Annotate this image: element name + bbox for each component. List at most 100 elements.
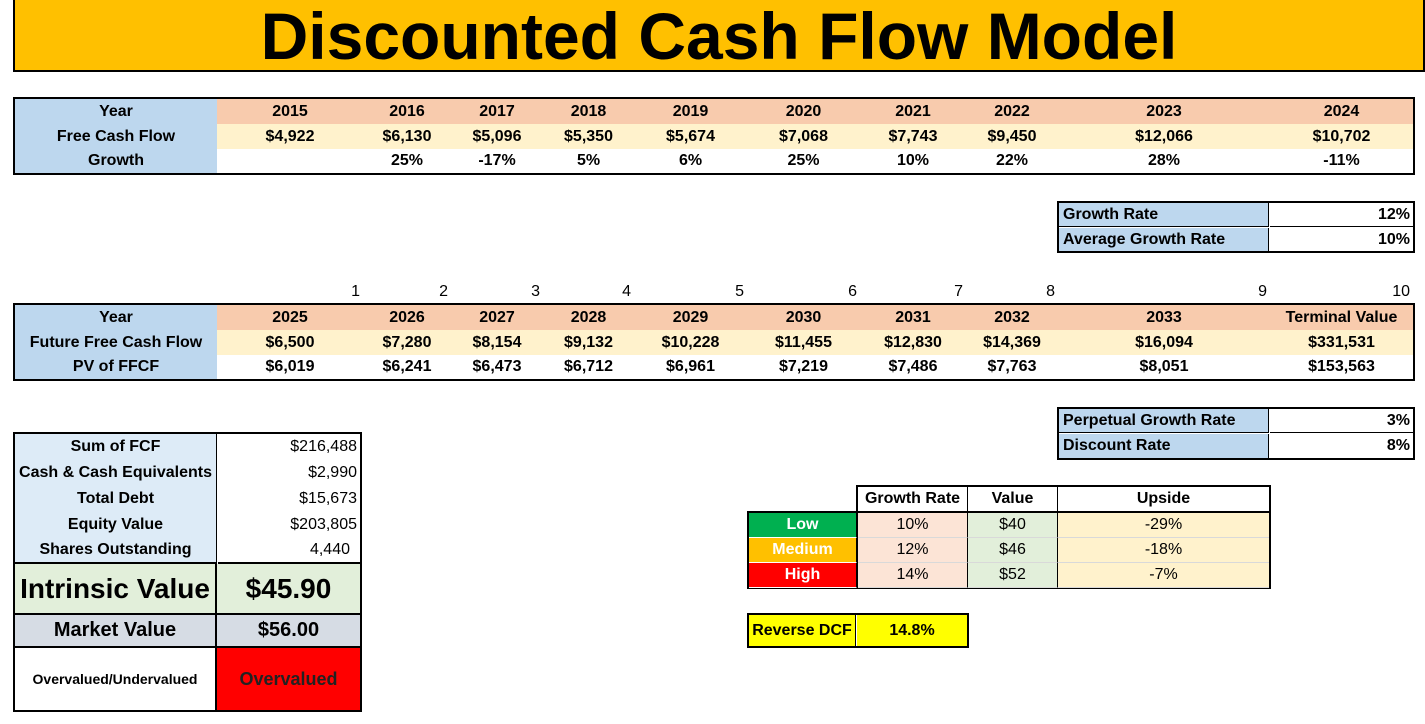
discount-rate-value[interactable]: 8% bbox=[1386, 437, 1410, 454]
proj-year-cell: 2031 bbox=[860, 305, 966, 330]
proj-ffcf-cell: $331,531 bbox=[1270, 330, 1413, 355]
scenario-upside: -7% bbox=[1058, 563, 1269, 588]
period-number: 6 bbox=[848, 283, 857, 300]
cash-value: $2,990 bbox=[308, 464, 357, 481]
hist-fcf-cell: $6,130 bbox=[363, 124, 451, 149]
scenario-upside: -18% bbox=[1058, 538, 1269, 563]
period-number: 2 bbox=[439, 283, 448, 300]
scenario-value: $40 bbox=[968, 513, 1058, 538]
hist-fcf-cell: $5,674 bbox=[634, 124, 747, 149]
page-title: Discounted Cash Flow Model bbox=[260, 0, 1178, 73]
proj-year-cell: 2029 bbox=[634, 305, 747, 330]
valuation-status-badge: Overvalued bbox=[217, 648, 360, 710]
market-value-label: Market Value bbox=[15, 615, 217, 648]
proj-ffcf-cell: $6,500 bbox=[217, 330, 363, 355]
scenario-name: Medium bbox=[749, 538, 857, 563]
hist-year-cell: 2017 bbox=[451, 99, 543, 124]
proj-pv-cell: $8,051 bbox=[1139, 358, 1189, 375]
hist-year-cell: 2023 bbox=[1058, 99, 1270, 124]
proj-ffcf-label: Future Free Cash Flow bbox=[15, 330, 217, 355]
discount-rate-label: Discount Rate bbox=[1059, 434, 1269, 458]
proj-year-cell: Terminal Value bbox=[1270, 305, 1413, 330]
hist-fcf-cell: $7,743 bbox=[860, 124, 966, 149]
total-debt-value: $15,673 bbox=[299, 490, 357, 507]
proj-year-cell: 2025 bbox=[217, 305, 363, 330]
hist-fcf-cell: $5,096 bbox=[451, 124, 543, 149]
growth-rate-value[interactable]: 12% bbox=[1270, 203, 1413, 227]
period-number: 7 bbox=[954, 283, 963, 300]
perpetual-growth-label: Perpetual Growth Rate bbox=[1059, 409, 1269, 433]
hist-year-cell: 2019 bbox=[634, 99, 747, 124]
hist-year-label: Year bbox=[15, 99, 217, 124]
proj-year-cell: 2033 bbox=[1058, 305, 1270, 330]
total-debt-label: Total Debt bbox=[15, 486, 217, 512]
average-growth-label: Average Growth Rate bbox=[1059, 228, 1269, 251]
equity-value-label: Equity Value bbox=[15, 512, 217, 538]
hist-fcf-label: Free Cash Flow bbox=[15, 124, 217, 149]
proj-pv-cell: $6,241 bbox=[382, 358, 432, 375]
proj-ffcf-cell: $12,830 bbox=[860, 330, 966, 355]
hist-fcf-cell: $7,068 bbox=[747, 124, 860, 149]
hist-growth-cell: 6% bbox=[678, 152, 703, 169]
sum-fcf-value: $216,488 bbox=[290, 438, 357, 455]
proj-ffcf-cell: $11,455 bbox=[747, 330, 860, 355]
title-banner bbox=[13, 0, 1425, 72]
perpetual-growth-value[interactable]: 3% bbox=[1270, 409, 1413, 433]
hist-growth-cell: -17% bbox=[478, 152, 516, 169]
hist-year-cell: 2015 bbox=[217, 99, 363, 124]
hist-growth-cell: 22% bbox=[995, 152, 1029, 169]
proj-ffcf-cell: $7,280 bbox=[363, 330, 451, 355]
proj-year-cell: 2032 bbox=[966, 305, 1058, 330]
period-number: 5 bbox=[735, 283, 744, 300]
scenario-growth: 10% bbox=[858, 513, 968, 538]
hist-year-cell: 2022 bbox=[966, 99, 1058, 124]
proj-pv-cell: $6,019 bbox=[265, 358, 315, 375]
proj-ffcf-cell: $10,228 bbox=[634, 330, 747, 355]
period-number: 8 bbox=[1046, 283, 1055, 300]
proj-pv-cell: $6,473 bbox=[472, 358, 522, 375]
scenario-upside: -29% bbox=[1058, 513, 1269, 538]
proj-pv-cell: $153,563 bbox=[1308, 358, 1375, 375]
scenario-header-growth: Growth Rate bbox=[858, 487, 968, 511]
hist-fcf-cell: $12,066 bbox=[1058, 124, 1270, 149]
hist-growth-cell: 25% bbox=[787, 152, 820, 169]
hist-year-cell: 2018 bbox=[543, 99, 634, 124]
period-number: 9 bbox=[1258, 283, 1267, 300]
hist-year-cell: 2024 bbox=[1270, 99, 1413, 124]
shares-outstanding-value: 4,440 bbox=[218, 538, 360, 564]
scenario-value: $46 bbox=[968, 538, 1058, 563]
hist-growth-cell: -11% bbox=[1323, 152, 1360, 169]
hist-year-cell: 2021 bbox=[860, 99, 966, 124]
hist-fcf-cell: $5,350 bbox=[543, 124, 634, 149]
proj-ffcf-cell: $14,369 bbox=[966, 330, 1058, 355]
hist-growth-cell bbox=[217, 149, 363, 173]
proj-pv-cell: $7,219 bbox=[779, 358, 828, 375]
intrinsic-value: $45.90 bbox=[217, 564, 360, 615]
proj-ffcf-cell: $16,094 bbox=[1058, 330, 1270, 355]
valuation-status-label: Overvalued/Undervalued bbox=[15, 648, 217, 710]
scenario-name: High bbox=[749, 563, 857, 588]
hist-fcf-cell: $10,702 bbox=[1270, 124, 1413, 149]
growth-rate-label: Growth Rate bbox=[1059, 203, 1269, 227]
scenario-name: Low bbox=[749, 513, 857, 538]
hist-growth-cell: 5% bbox=[576, 152, 601, 169]
proj-year-cell: 2028 bbox=[543, 305, 634, 330]
proj-ffcf-cell: $8,154 bbox=[451, 330, 543, 355]
period-number: 10 bbox=[1392, 283, 1410, 300]
period-number: 1 bbox=[351, 283, 360, 300]
proj-year-cell: 2026 bbox=[363, 305, 451, 330]
hist-growth-cell: 25% bbox=[390, 152, 424, 169]
proj-pv-label: PV of FFCF bbox=[15, 355, 217, 379]
hist-year-cell: 2020 bbox=[747, 99, 860, 124]
hist-growth-label: Growth bbox=[15, 149, 217, 173]
proj-year-label: Year bbox=[15, 305, 217, 330]
reverse-dcf-value: 14.8% bbox=[857, 615, 967, 646]
proj-pv-cell: $6,961 bbox=[666, 358, 715, 375]
period-number: 3 bbox=[531, 283, 540, 300]
average-growth-value[interactable]: 10% bbox=[1377, 230, 1410, 248]
proj-year-cell: 2030 bbox=[747, 305, 860, 330]
reverse-dcf-label: Reverse DCF bbox=[749, 615, 856, 646]
scenario-header-upside: Upside bbox=[1136, 490, 1191, 507]
hist-fcf-cell: $4,922 bbox=[217, 124, 363, 149]
scenario-value: $52 bbox=[968, 563, 1058, 588]
